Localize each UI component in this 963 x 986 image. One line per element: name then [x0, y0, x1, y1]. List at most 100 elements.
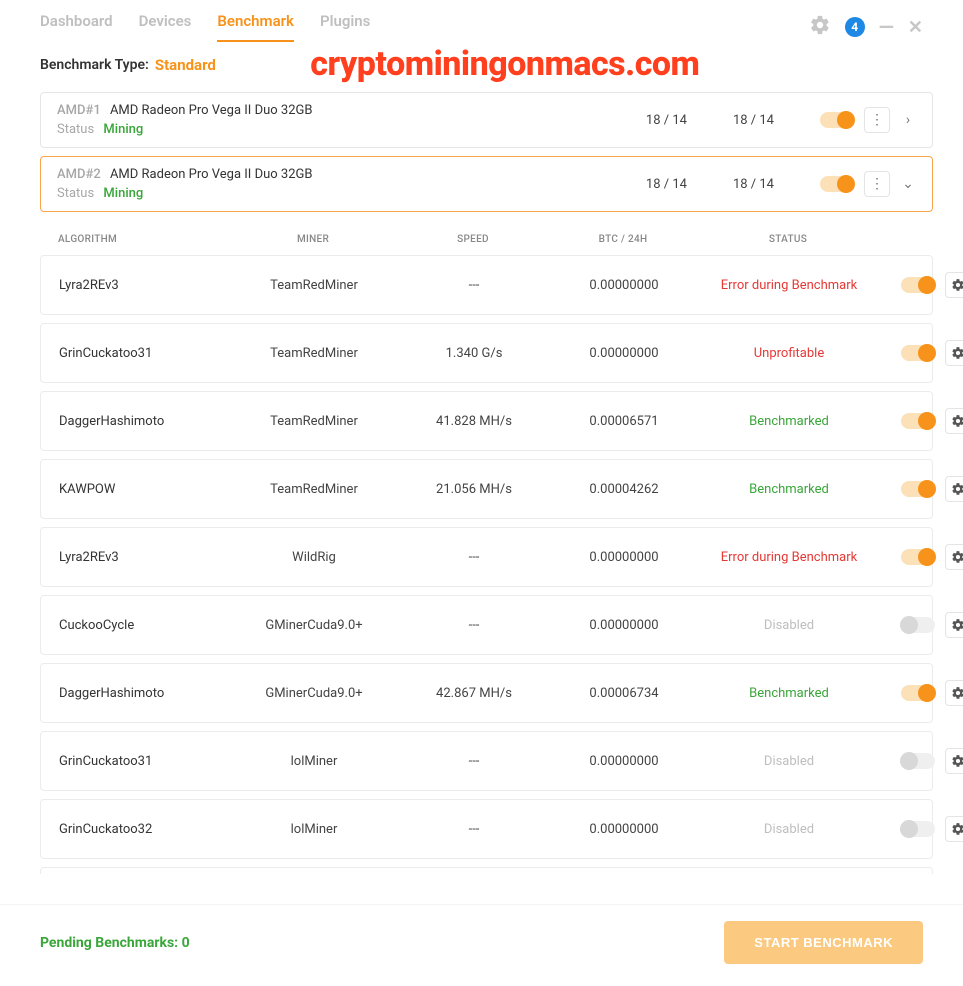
algo-name: Lyra2REv3	[59, 550, 229, 565]
col-btc24h: BTC / 24H	[548, 234, 698, 245]
benchmark-type-value[interactable]: Standard	[155, 56, 216, 74]
algo-name: GrinCuckatoo31	[59, 754, 229, 769]
algo-btc24h: 0.00000000	[549, 550, 699, 565]
device-card[interactable]: AMD#1 AMD Radeon Pro Vega II Duo 32GB St…	[40, 92, 933, 148]
chevron-right-icon[interactable]: ›	[900, 112, 916, 128]
algo-status: Disabled	[699, 618, 879, 633]
algo-btc24h: 0.00000000	[549, 822, 699, 837]
main-tabs: Dashboard Devices Benchmark Plugins	[40, 12, 370, 42]
col-miner: MINER	[228, 234, 398, 245]
algo-name: GrinCuckatoo32	[59, 822, 229, 837]
algo-toggle[interactable]	[901, 753, 935, 769]
pending-benchmarks-label: Pending Benchmarks: 0	[40, 935, 190, 951]
algo-btc24h: 0.00000000	[549, 346, 699, 361]
minimize-icon[interactable]: —	[879, 15, 894, 39]
algo-settings-icon[interactable]	[945, 408, 963, 434]
algo-miner: WildRig	[229, 550, 399, 565]
algo-row: Lyra2REv3 TeamRedMiner --- 0.00000000 Er…	[40, 255, 933, 315]
algo-status: Benchmarked	[699, 686, 879, 701]
algo-toggle[interactable]	[901, 617, 935, 633]
algo-name: Lyra2REv3	[59, 278, 229, 293]
algo-table-header: ALGORITHM MINER SPEED BTC / 24H STATUS	[40, 220, 933, 255]
algo-btc24h: 0.00000000	[549, 278, 699, 293]
notifications-badge[interactable]: 4	[845, 17, 865, 37]
algo-miner: TeamRedMiner	[229, 414, 399, 429]
device-menu-icon[interactable]: ⋮	[864, 171, 890, 197]
algo-settings-icon[interactable]	[945, 612, 963, 638]
tab-benchmark[interactable]: Benchmark	[217, 12, 294, 42]
algo-row: GrinCuckatoo31 lolMiner --- 0.00000000 D…	[40, 731, 933, 791]
algo-row: CuckooCycle GMinerCuda9.0+ --- 0.0000000…	[40, 595, 933, 655]
device-toggle[interactable]	[820, 176, 854, 192]
device-toggle[interactable]	[820, 112, 854, 128]
algo-settings-icon[interactable]	[945, 340, 963, 366]
settings-gear-icon[interactable]	[809, 14, 831, 40]
algo-status: Benchmarked	[699, 482, 879, 497]
close-icon[interactable]: ✕	[908, 17, 923, 38]
algo-status: Disabled	[699, 822, 879, 837]
algo-toggle[interactable]	[901, 549, 935, 565]
algo-toggle[interactable]	[901, 413, 935, 429]
algo-settings-icon[interactable]	[945, 476, 963, 502]
algo-btc24h: 0.00000000	[549, 618, 699, 633]
start-benchmark-button[interactable]: START BENCHMARK	[724, 921, 923, 964]
tab-plugins[interactable]: Plugins	[320, 12, 370, 42]
algo-toggle[interactable]	[901, 481, 935, 497]
algo-toggle[interactable]	[901, 277, 935, 293]
algo-row: Lyra2REv3 WildRig --- 0.00000000 Error d…	[40, 527, 933, 587]
device-status-label: Status	[57, 186, 94, 201]
tab-devices[interactable]: Devices	[139, 12, 192, 42]
device-index: AMD#2	[57, 167, 101, 182]
algo-miner: lolMiner	[229, 754, 399, 769]
device-value-1: 18 / 14	[646, 177, 687, 192]
algo-status: Benchmarked	[699, 414, 879, 429]
algo-speed: ---	[399, 618, 549, 633]
algo-settings-icon[interactable]	[945, 680, 963, 706]
algo-btc24h: 0.00006571	[549, 414, 699, 429]
device-name: AMD Radeon Pro Vega II Duo 32GB	[110, 103, 313, 118]
algo-speed: 42.867 MH/s	[399, 686, 549, 701]
algo-toggle[interactable]	[901, 685, 935, 701]
algo-row: ZHash lolMiner --- 0.00000000 Disabled	[40, 867, 933, 874]
device-status-value: Mining	[103, 122, 143, 137]
algo-speed: 1.340 G/s	[399, 346, 549, 361]
algo-status: Disabled	[699, 754, 879, 769]
algo-speed: 21.056 MH/s	[399, 482, 549, 497]
device-status-value: Mining	[103, 186, 143, 201]
algo-row: KAWPOW TeamRedMiner 21.056 MH/s 0.000042…	[40, 459, 933, 519]
algo-miner: GMinerCuda9.0+	[229, 618, 399, 633]
device-card[interactable]: AMD#2 AMD Radeon Pro Vega II Duo 32GB St…	[40, 156, 933, 212]
chevron-down-icon[interactable]: ⌄	[900, 176, 916, 192]
watermark-text: cryptominingonmacs.com	[310, 44, 699, 84]
benchmark-type-label: Benchmark Type:	[40, 57, 149, 73]
algo-speed: ---	[399, 278, 549, 293]
tab-dashboard[interactable]: Dashboard	[40, 12, 113, 42]
algo-toggle[interactable]	[901, 345, 935, 361]
device-menu-icon[interactable]: ⋮	[864, 107, 890, 133]
col-status: STATUS	[698, 234, 878, 245]
device-status-label: Status	[57, 122, 94, 137]
device-value-1: 18 / 14	[646, 113, 687, 128]
algo-miner: TeamRedMiner	[229, 346, 399, 361]
algo-toggle[interactable]	[901, 821, 935, 837]
algo-row: DaggerHashimoto GMinerCuda9.0+ 42.867 MH…	[40, 663, 933, 723]
algo-name: DaggerHashimoto	[59, 414, 229, 429]
algo-status: Error during Benchmark	[699, 550, 879, 565]
algo-settings-icon[interactable]	[945, 272, 963, 298]
device-value-2: 18 / 14	[733, 177, 774, 192]
device-index: AMD#1	[57, 103, 101, 118]
algo-status: Error during Benchmark	[699, 278, 879, 293]
device-value-2: 18 / 14	[733, 113, 774, 128]
algo-miner: GMinerCuda9.0+	[229, 686, 399, 701]
algo-row: DaggerHashimoto TeamRedMiner 41.828 MH/s…	[40, 391, 933, 451]
col-speed: SPEED	[398, 234, 548, 245]
algo-miner: lolMiner	[229, 822, 399, 837]
scroll-area[interactable]: AMD#1 AMD Radeon Pro Vega II Duo 32GB St…	[0, 92, 963, 874]
algo-settings-icon[interactable]	[945, 544, 963, 570]
algo-settings-icon[interactable]	[945, 816, 963, 842]
algo-name: GrinCuckatoo31	[59, 346, 229, 361]
algo-speed: ---	[399, 550, 549, 565]
algo-btc24h: 0.00006734	[549, 686, 699, 701]
algo-row: GrinCuckatoo32 lolMiner --- 0.00000000 D…	[40, 799, 933, 859]
algo-settings-icon[interactable]	[945, 748, 963, 774]
